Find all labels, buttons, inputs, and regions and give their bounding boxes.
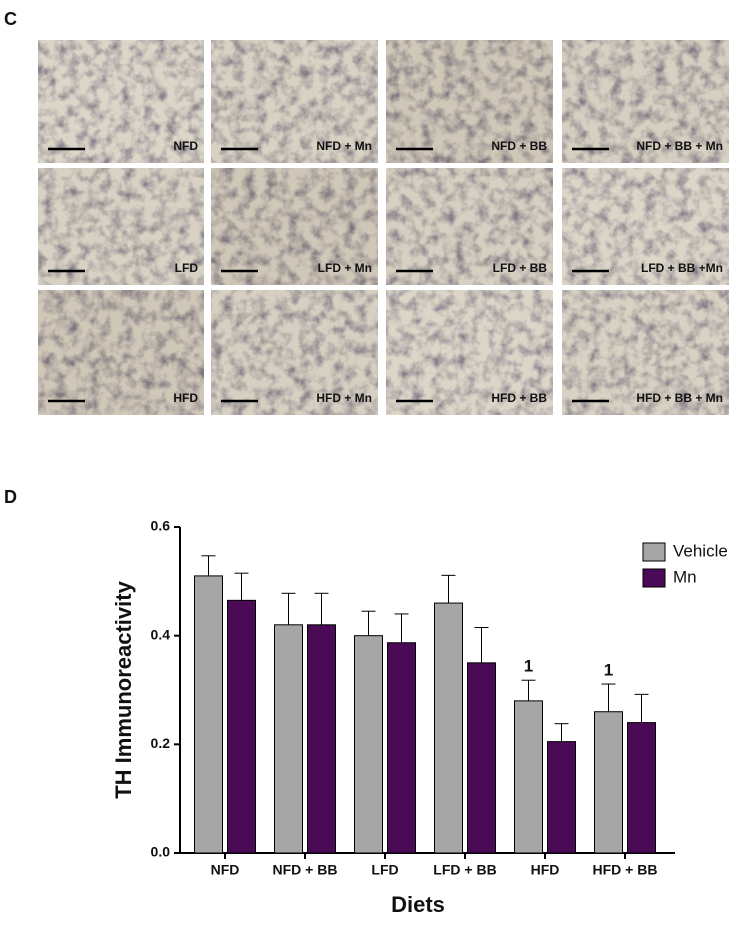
bar	[354, 635, 383, 854]
bar	[387, 642, 416, 854]
x-tick-label: LFD	[371, 862, 398, 878]
x-axis-label: Diets	[391, 892, 445, 917]
bar	[467, 662, 496, 854]
image-label: LFD + BB	[493, 261, 548, 275]
y-axis-label: TH Immunoreactivity	[111, 580, 136, 798]
image-label: LFD + Mn	[318, 261, 372, 275]
micrograph	[211, 40, 378, 163]
micrograph	[386, 168, 553, 285]
micrograph	[562, 40, 729, 163]
image-label: HFD	[173, 391, 198, 405]
image-label: NFD + BB	[491, 139, 547, 153]
image-label: NFD	[173, 139, 198, 153]
panel-label: C	[4, 9, 17, 29]
micrograph	[211, 290, 378, 415]
micrograph	[38, 290, 204, 415]
micrograph	[38, 168, 204, 285]
y-tick-label: 0.4	[151, 626, 171, 642]
bar	[594, 711, 623, 854]
image-label: HFD + BB	[491, 391, 547, 405]
bar	[547, 741, 576, 854]
annotation: 1	[604, 661, 613, 680]
panel-label: D	[4, 487, 17, 507]
x-tick-label: NFD	[211, 862, 240, 878]
micrograph	[562, 168, 729, 285]
annotation: 1	[524, 657, 533, 676]
micrograph	[562, 290, 729, 415]
x-tick-label: LFD + BB	[433, 862, 496, 878]
bar	[627, 722, 656, 854]
x-tick-label: HFD	[531, 862, 560, 878]
legend-swatch	[642, 542, 666, 562]
legend-swatch	[642, 568, 666, 588]
y-tick-label: 0.0	[151, 844, 171, 860]
image-label: HFD + BB + Mn	[636, 391, 723, 405]
y-tick-label: 0.6	[151, 518, 171, 534]
micrograph	[386, 290, 553, 415]
bar	[274, 624, 303, 854]
x-tick-label: HFD + BB	[593, 862, 658, 878]
image-label: LFD + BB +Mn	[641, 261, 723, 275]
legend-label: Vehicle	[673, 541, 728, 560]
y-tick-label: 0.2	[151, 735, 171, 751]
image-label: HFD + Mn	[316, 391, 372, 405]
legend-label: Mn	[673, 567, 697, 586]
image-label: NFD + BB + Mn	[636, 139, 723, 153]
bar	[227, 599, 256, 854]
bar	[514, 700, 543, 854]
micrograph	[211, 168, 378, 285]
micrograph	[38, 40, 204, 163]
bar	[194, 575, 223, 854]
bar	[434, 602, 463, 854]
x-tick-label: NFD + BB	[273, 862, 338, 878]
micrograph	[386, 40, 553, 163]
bar	[307, 624, 336, 854]
image-label: LFD	[175, 261, 199, 275]
image-label: NFD + Mn	[316, 139, 372, 153]
